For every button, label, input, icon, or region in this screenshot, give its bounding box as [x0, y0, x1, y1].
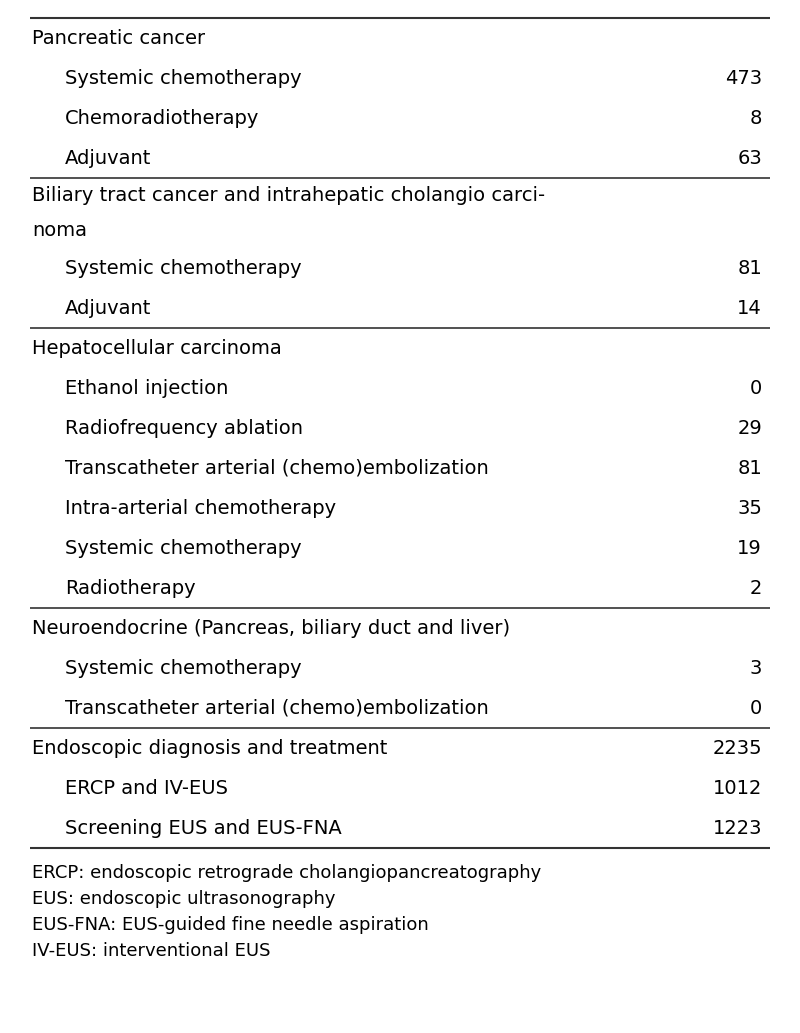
Text: 81: 81 [738, 459, 762, 477]
Text: 29: 29 [738, 418, 762, 438]
Text: Ethanol injection: Ethanol injection [65, 378, 228, 398]
Text: ERCP: endoscopic retrograde cholangiopancreatography: ERCP: endoscopic retrograde cholangiopan… [32, 864, 542, 882]
Text: Hepatocellular carcinoma: Hepatocellular carcinoma [32, 339, 282, 357]
Text: 1012: 1012 [713, 779, 762, 797]
Text: Systemic chemotherapy: Systemic chemotherapy [65, 658, 302, 678]
Text: 81: 81 [738, 258, 762, 278]
Text: Pancreatic cancer: Pancreatic cancer [32, 29, 205, 48]
Text: Neuroendocrine (Pancreas, biliary duct and liver): Neuroendocrine (Pancreas, biliary duct a… [32, 619, 510, 637]
Text: Radiofrequency ablation: Radiofrequency ablation [65, 418, 303, 438]
Text: EUS-FNA: EUS-guided fine needle aspiration: EUS-FNA: EUS-guided fine needle aspirati… [32, 916, 429, 934]
Text: Systemic chemotherapy: Systemic chemotherapy [65, 258, 302, 278]
Text: 14: 14 [738, 299, 762, 317]
Text: Chemoradiotherapy: Chemoradiotherapy [65, 108, 259, 127]
Text: Adjuvant: Adjuvant [65, 149, 151, 167]
Text: Systemic chemotherapy: Systemic chemotherapy [65, 68, 302, 88]
Text: 0: 0 [750, 378, 762, 398]
Text: Biliary tract cancer and intrahepatic cholangio carci-: Biliary tract cancer and intrahepatic ch… [32, 186, 545, 205]
Text: Radiotherapy: Radiotherapy [65, 578, 196, 597]
Text: 3: 3 [750, 658, 762, 678]
Text: Endoscopic diagnosis and treatment: Endoscopic diagnosis and treatment [32, 739, 387, 757]
Text: 473: 473 [725, 68, 762, 88]
Text: Intra-arterial chemotherapy: Intra-arterial chemotherapy [65, 499, 336, 518]
Text: 35: 35 [737, 499, 762, 518]
Text: 2235: 2235 [712, 739, 762, 757]
Text: 1223: 1223 [713, 818, 762, 838]
Text: Screening EUS and EUS-FNA: Screening EUS and EUS-FNA [65, 818, 342, 838]
Text: Adjuvant: Adjuvant [65, 299, 151, 317]
Text: Transcatheter arterial (chemo)embolization: Transcatheter arterial (chemo)embolizati… [65, 698, 489, 718]
Text: ERCP and IV-EUS: ERCP and IV-EUS [65, 779, 228, 797]
Text: 19: 19 [738, 538, 762, 558]
Text: Transcatheter arterial (chemo)embolization: Transcatheter arterial (chemo)embolizati… [65, 459, 489, 477]
Text: noma: noma [32, 221, 87, 240]
Text: 0: 0 [750, 698, 762, 718]
Text: 2: 2 [750, 578, 762, 597]
Text: Systemic chemotherapy: Systemic chemotherapy [65, 538, 302, 558]
Text: IV-EUS: interventional EUS: IV-EUS: interventional EUS [32, 942, 270, 960]
Text: 8: 8 [750, 108, 762, 127]
Text: 63: 63 [738, 149, 762, 167]
Text: EUS: endoscopic ultrasonography: EUS: endoscopic ultrasonography [32, 890, 335, 908]
